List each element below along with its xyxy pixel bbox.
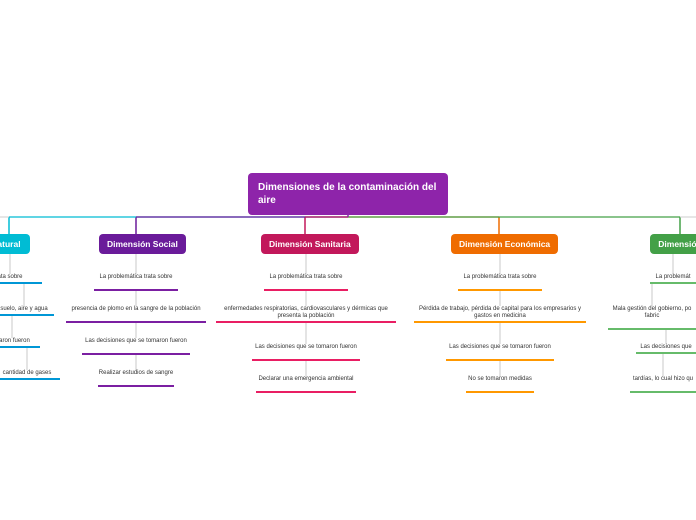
- dimension-natural[interactable]: atural: [0, 234, 30, 254]
- item-social-0: La problemática trata sobre: [94, 274, 178, 281]
- item-natural-3: cantidad de gases: [0, 370, 60, 377]
- item-social-3: Realizar estudios de sangre: [98, 370, 174, 377]
- underline-sanitaria-0: [264, 289, 348, 291]
- item-economica-3: No se tomaron medidas: [466, 376, 534, 383]
- underline-natural-1: [0, 314, 54, 316]
- underline-economica-3: [466, 391, 534, 393]
- underline-politica-0: [650, 282, 696, 284]
- item-sanitaria-1: enfermedades respiratorias, cardiovascul…: [216, 306, 396, 320]
- underline-politica-1: [608, 328, 696, 330]
- connector-lines: [0, 0, 696, 520]
- underline-sanitaria-1: [216, 321, 396, 323]
- item-natural-2: maron fueron: [0, 338, 40, 345]
- item-politica-1: Mala gestión del gobierno, po fabric: [608, 306, 696, 320]
- underline-economica-1: [414, 321, 586, 323]
- item-politica-3: tardías, lo cual hizo qu: [630, 376, 696, 383]
- underline-politica-3: [630, 391, 696, 393]
- item-economica-2: Las decisiones que se tomaron fueron: [446, 344, 554, 351]
- underline-politica-2: [636, 352, 696, 354]
- item-politica-2: Las decisiones que: [636, 344, 696, 351]
- dimension-economica[interactable]: Dimensión Económica: [451, 234, 558, 254]
- item-sanitaria-2: Las decisiones que se tomaron fueron: [252, 344, 360, 351]
- underline-natural-3: [0, 378, 60, 380]
- underline-social-2: [82, 353, 190, 355]
- underline-social-0: [94, 289, 178, 291]
- item-economica-1: Pérdida de trabajo, pérdida de capital p…: [414, 306, 586, 320]
- item-sanitaria-3: Declarar una emergencia ambiental: [256, 376, 356, 383]
- root-node[interactable]: Dimensiones de la contaminación del aire: [248, 173, 448, 215]
- item-economica-0: La problemática trata sobre: [458, 274, 542, 281]
- underline-sanitaria-2: [252, 359, 360, 361]
- item-natural-1: suelo, aire y agua: [0, 306, 54, 313]
- item-natural-0: ata sobre: [0, 274, 42, 281]
- item-politica-0: La problemát: [650, 274, 696, 281]
- underline-social-1: [66, 321, 206, 323]
- item-social-2: Las decisiones que se tomaron fueron: [82, 338, 190, 345]
- dimension-sanitaria[interactable]: Dimensión Sanitaria: [261, 234, 359, 254]
- underline-economica-2: [446, 359, 554, 361]
- dimension-social[interactable]: Dimensión Social: [99, 234, 186, 254]
- item-social-1: presencia de plomo en la sangre de la po…: [66, 306, 206, 313]
- underline-economica-0: [458, 289, 542, 291]
- underline-social-3: [98, 385, 174, 387]
- item-sanitaria-0: La problemática trata sobre: [264, 274, 348, 281]
- underline-sanitaria-3: [256, 391, 356, 393]
- dimension-politica[interactable]: Dimensión: [650, 234, 696, 254]
- underline-natural-2: [0, 346, 40, 348]
- underline-natural-0: [0, 282, 42, 284]
